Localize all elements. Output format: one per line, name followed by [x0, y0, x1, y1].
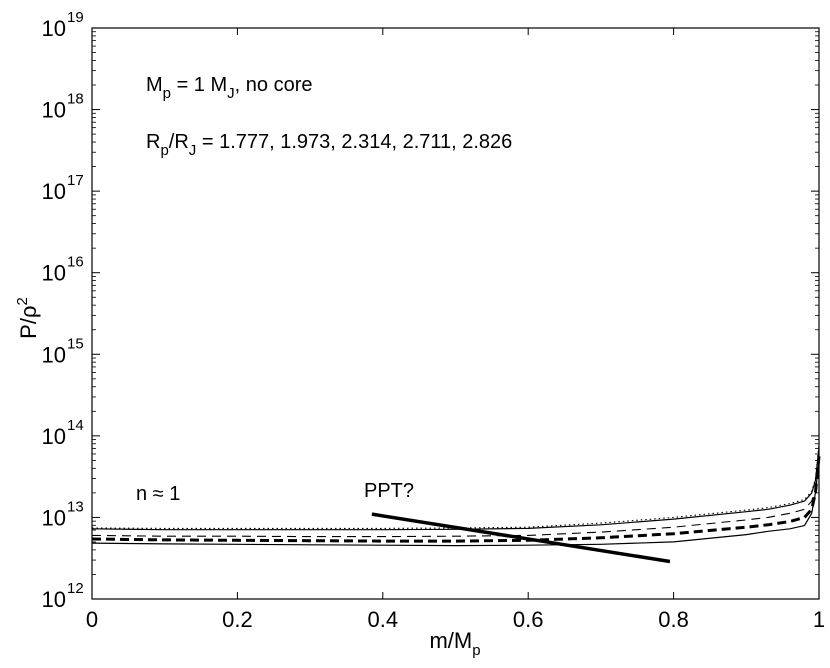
plot-frame	[91, 27, 820, 600]
polytrope-annotation: n ≈ 1	[136, 483, 180, 505]
mass-annotation: Mp = 1 MJ, no core	[146, 74, 312, 102]
series-line-5	[91, 443, 820, 529]
y-tick-label: 10	[42, 98, 66, 123]
series-line-3	[91, 452, 820, 538]
y-tick-label: 10	[42, 261, 66, 286]
ppt-layer	[371, 512, 671, 564]
series-line-2	[91, 456, 821, 543]
y-tick-label: 10	[42, 587, 66, 612]
x-tick-label: 0.2	[222, 607, 253, 632]
y-tick-exponent: 17	[67, 172, 84, 189]
x-axis-label: m/Mp	[429, 628, 480, 659]
y-tick-label: 10	[42, 342, 66, 367]
x-ticks: 0 0.2 0.4 0.6 0.8 1	[86, 28, 825, 632]
y-tick-label: 10	[42, 16, 66, 41]
radius-annotation: Rp/RJ = 1.777, 1.973, 2.314, 2.711, 2.82…	[146, 131, 512, 159]
y-tick-exponent: 19	[67, 9, 84, 26]
y-axis-label: P/ρ2	[14, 297, 41, 339]
ppt-line	[371, 512, 671, 564]
y-tick-label: 10	[42, 505, 66, 530]
series-layer	[91, 443, 821, 547]
series-line-1	[91, 460, 820, 547]
y-tick-exponent: 15	[67, 335, 84, 352]
series-line-4	[91, 448, 820, 531]
y-tick-exponent: 13	[67, 498, 84, 515]
y-tick-label: 10	[42, 179, 66, 204]
x-tick-label: 1	[813, 607, 825, 632]
y-tick-exponent: 12	[67, 580, 84, 597]
x-tick-label: 0	[86, 607, 98, 632]
y-tick-exponent: 14	[67, 417, 84, 434]
x-tick-label: 0.6	[513, 607, 544, 632]
x-tick-label: 0.8	[658, 607, 689, 632]
y-tick-exponent: 18	[67, 91, 84, 108]
y-tick-label: 10	[42, 424, 66, 449]
y-tick-exponent: 16	[67, 254, 84, 271]
x-tick-label: 0.4	[368, 607, 399, 632]
ppt-annotation: PPT?	[364, 480, 414, 502]
